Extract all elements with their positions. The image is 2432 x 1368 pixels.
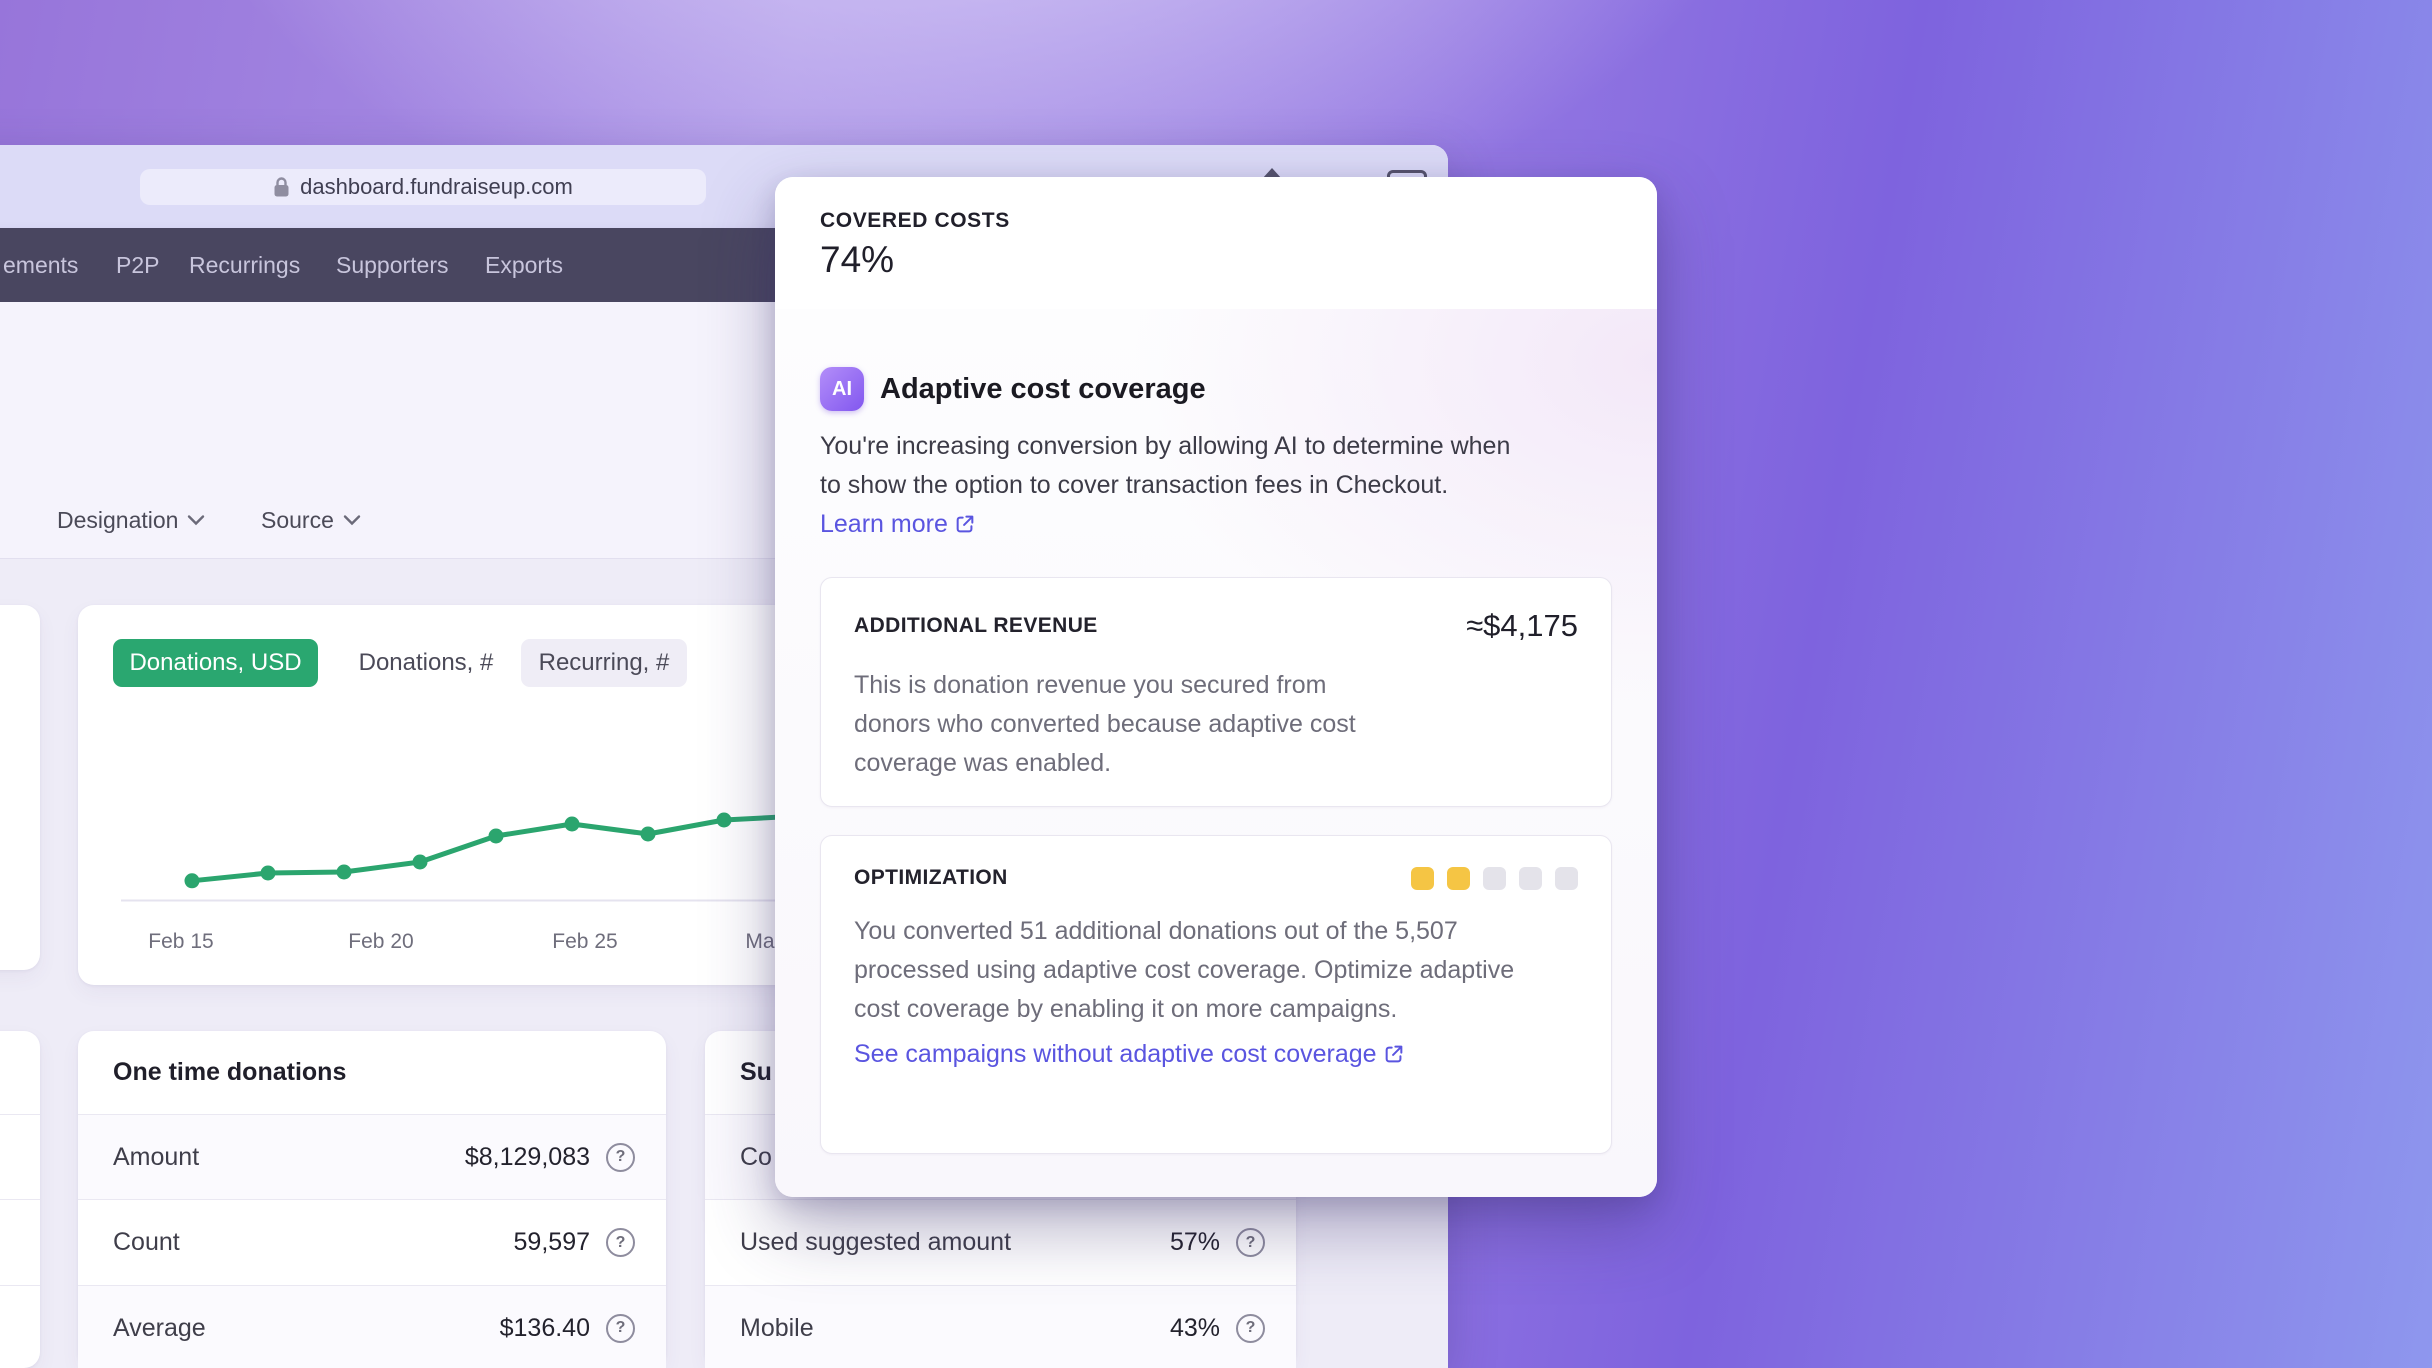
data-point[interactable] bbox=[716, 812, 732, 828]
help-icon[interactable]: ? bbox=[606, 1313, 635, 1343]
data-point[interactable] bbox=[564, 816, 580, 832]
row-value: 57% bbox=[1169, 1228, 1220, 1256]
meter-square bbox=[1519, 866, 1542, 890]
optimization-meter bbox=[1411, 866, 1578, 890]
one-time-donations-card: One time donations Amount $8,129,083 ? C… bbox=[78, 1031, 666, 1368]
see-campaigns-link[interactable]: See campaigns without adaptive cost cove… bbox=[854, 1040, 1405, 1068]
row-label: Amount bbox=[113, 1142, 200, 1171]
partial-card-left-top bbox=[0, 605, 40, 970]
table-row: Used suggested amount 57% ? bbox=[705, 1200, 1296, 1286]
table-row: Average $136.40 ? bbox=[78, 1286, 666, 1368]
optimization-label: OPTIMIZATION bbox=[854, 866, 1008, 889]
data-point[interactable] bbox=[412, 854, 428, 870]
optimization-description: You converted 51 additional donations ou… bbox=[854, 917, 1515, 1023]
covered-costs-popover: COVERED COSTS 74% AI Adaptive cost cover… bbox=[775, 177, 1657, 1197]
data-point[interactable] bbox=[260, 865, 276, 881]
help-icon[interactable]: ? bbox=[1236, 1313, 1265, 1343]
popover-header: COVERED COSTS 74% bbox=[775, 177, 1657, 310]
additional-revenue-card: ADDITIONAL REVENUE ≈$4,175 This is donat… bbox=[820, 577, 1612, 807]
donations-line-chart: Feb 15 Feb 20 Feb 25 Ma bbox=[121, 812, 1253, 953]
chevron-down-icon bbox=[343, 515, 361, 526]
row-value: $136.40 bbox=[499, 1313, 590, 1342]
nav-item-p2p[interactable]: P2P bbox=[116, 252, 160, 278]
meter-square bbox=[1483, 866, 1506, 890]
meter-square bbox=[1447, 866, 1470, 890]
row-label: Average bbox=[113, 1313, 206, 1342]
help-icon[interactable]: ? bbox=[1236, 1228, 1265, 1257]
partial-card-row bbox=[0, 1115, 40, 1200]
toolbar-extension-icon[interactable] bbox=[1262, 168, 1282, 179]
source-filter-label: Source bbox=[261, 506, 334, 533]
designation-filter-label: Designation bbox=[57, 506, 179, 533]
x-axis-tick-label: Ma bbox=[745, 930, 774, 953]
table-row: Count 59,597 ? bbox=[78, 1200, 666, 1286]
ai-badge-icon: AI bbox=[820, 367, 864, 411]
external-link-icon bbox=[954, 508, 976, 547]
data-point[interactable] bbox=[184, 873, 200, 889]
tab-recurring-count[interactable]: Recurring, # bbox=[521, 639, 687, 687]
x-axis-tick-label: Feb 20 bbox=[348, 930, 413, 953]
learn-more-link[interactable]: Learn more bbox=[820, 510, 976, 538]
nav-item-supporters[interactable]: Supporters bbox=[336, 252, 449, 278]
popover-body: AI Adaptive cost coverage You're increas… bbox=[775, 309, 1657, 1197]
x-axis-tick-label: Feb 15 bbox=[148, 930, 213, 953]
nav-item-elements-partial[interactable]: ements bbox=[3, 252, 79, 278]
address-bar[interactable]: dashboard.fundraiseup.com bbox=[140, 169, 706, 205]
lock-icon bbox=[274, 177, 289, 197]
help-icon[interactable]: ? bbox=[606, 1228, 635, 1257]
card-title: One time donations bbox=[78, 1031, 666, 1115]
additional-revenue-value: ≈$4,175 bbox=[1466, 608, 1578, 643]
popover-title: Adaptive cost coverage bbox=[880, 373, 1206, 405]
row-label: Count bbox=[113, 1228, 180, 1256]
tab-donations-usd[interactable]: Donations, USD bbox=[113, 639, 318, 687]
chevron-down-icon bbox=[188, 515, 205, 526]
nav-item-exports[interactable]: Exports bbox=[485, 252, 563, 278]
popover-description: You're increasing conversion by allowing… bbox=[820, 427, 1520, 547]
covered-costs-value: 74% bbox=[820, 239, 895, 280]
row-value: 59,597 bbox=[513, 1228, 590, 1256]
table-row: Mobile 43% ? bbox=[705, 1286, 1296, 1368]
description-text: You're increasing conversion by allowing… bbox=[820, 432, 1511, 499]
data-point[interactable] bbox=[640, 826, 656, 842]
table-row: Amount $8,129,083 ? bbox=[78, 1115, 666, 1200]
row-label-partial: Co bbox=[740, 1142, 772, 1171]
designation-filter-dropdown[interactable]: Designation bbox=[57, 498, 205, 542]
covered-costs-label: COVERED COSTS bbox=[820, 209, 1010, 232]
external-link-icon bbox=[1383, 1038, 1405, 1077]
row-value: $8,129,083 bbox=[464, 1142, 590, 1171]
row-label: Mobile bbox=[740, 1313, 814, 1342]
partial-card-row bbox=[0, 1200, 40, 1286]
help-icon[interactable]: ? bbox=[606, 1142, 635, 1172]
partial-card-header bbox=[0, 1031, 40, 1115]
optimization-card: OPTIMIZATION You converted 51 additional… bbox=[820, 835, 1612, 1154]
meter-square bbox=[1555, 866, 1578, 890]
additional-revenue-label: ADDITIONAL REVENUE bbox=[854, 614, 1098, 637]
meter-square bbox=[1411, 866, 1434, 890]
source-filter-dropdown[interactable]: Source bbox=[261, 498, 361, 542]
url-text: dashboard.fundraiseup.com bbox=[300, 174, 573, 199]
data-point[interactable] bbox=[336, 864, 352, 880]
row-label: Used suggested amount bbox=[740, 1228, 1012, 1256]
nav-item-recurrings[interactable]: Recurrings bbox=[189, 252, 301, 278]
tab-donations-count[interactable]: Donations, # bbox=[358, 649, 494, 676]
x-axis-tick-label: Feb 25 bbox=[552, 930, 617, 953]
data-point[interactable] bbox=[488, 828, 504, 844]
row-value: 43% bbox=[1169, 1313, 1220, 1342]
partial-card-left-bottom bbox=[0, 1031, 40, 1368]
additional-revenue-description: This is donation revenue you secured fro… bbox=[854, 671, 1356, 777]
